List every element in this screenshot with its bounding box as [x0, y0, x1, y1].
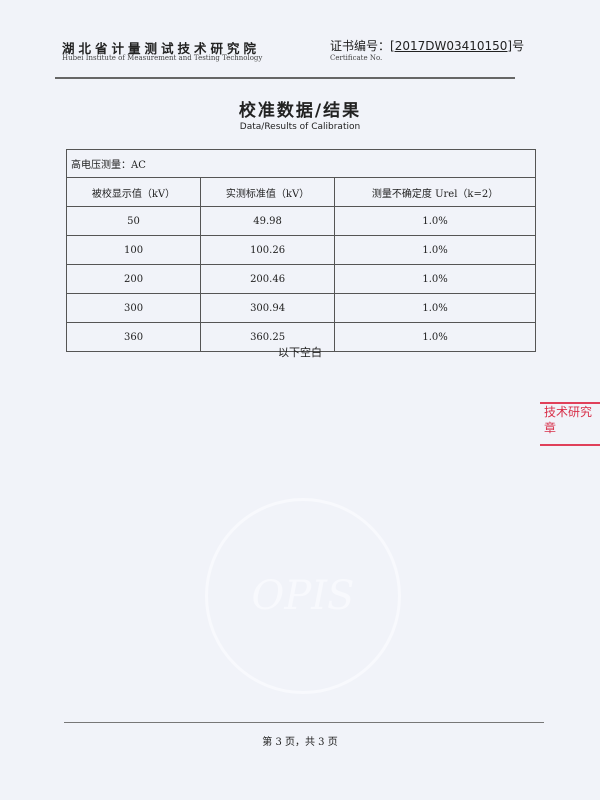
table-row: 50 49.98 1.0%: [65, 206, 536, 236]
header-cell: 被校显示值（kV）: [65, 177, 202, 207]
header-rule: [55, 77, 515, 79]
watermark-logo: OPIS: [205, 498, 401, 694]
header-cell: 测量不确定度 Urel（k=2）: [334, 177, 536, 207]
table-row: 100 100.26 1.0%: [65, 235, 536, 265]
table-caption: 高电压测量：AC: [66, 149, 536, 178]
cert-number: [2017DW03410150]: [390, 39, 513, 53]
table-cell: 200.46: [200, 264, 336, 294]
red-seal-stamp: 技术研究章: [540, 402, 600, 446]
table-row: 200 200.46 1.0%: [65, 264, 536, 294]
table-cell: 50: [65, 206, 202, 236]
institute-name: 湖北省计量测试技术研究院: [62, 41, 261, 56]
footer-rule: [64, 722, 544, 723]
table-cell: 1.0%: [334, 235, 536, 265]
table-cell: 360.25: [200, 322, 336, 352]
page-title: 校准数据/结果: [238, 101, 362, 121]
table-cell: 1.0%: [334, 206, 536, 236]
blank-note: 以下空白: [278, 346, 322, 359]
page-subtitle: Data/Results of Calibration: [239, 122, 361, 132]
table-cell: 49.98: [200, 206, 336, 236]
table-cell: 1.0%: [334, 293, 536, 323]
cert-label: 证书编号：: [330, 39, 391, 53]
table-cell: 300: [65, 293, 202, 323]
certificate-label-en: Certificate No.: [330, 54, 383, 62]
cert-suffix: 号: [512, 39, 525, 53]
page-number: 第 3 页，共 3 页: [262, 737, 338, 748]
table-cell: 200: [65, 264, 202, 294]
table-cell: 100.26: [200, 235, 336, 265]
table-row: 360 360.25 1.0%: [65, 322, 536, 352]
table-cell: 100: [65, 235, 202, 265]
table-cell: 300.94: [200, 293, 336, 323]
stamp-line: 章: [544, 421, 557, 435]
table-cell: 1.0%: [334, 322, 536, 352]
table-cell: 360: [65, 322, 202, 352]
certificate-number: 证书编号：[2017DW03410150]号: [330, 37, 524, 54]
table-row: 300 300.94 1.0%: [65, 293, 536, 323]
results-table: 高电压测量：AC 被校显示值（kV） 实测标准值（kV） 测量不确定度 Urel…: [65, 149, 536, 352]
stamp-line: 技术研究: [544, 405, 593, 419]
institute-name-en: Hubei Institute of Measurement and Testi…: [62, 54, 263, 62]
header-cell: 实测标准值（kV）: [200, 177, 336, 207]
table-cell: 1.0%: [334, 264, 536, 294]
